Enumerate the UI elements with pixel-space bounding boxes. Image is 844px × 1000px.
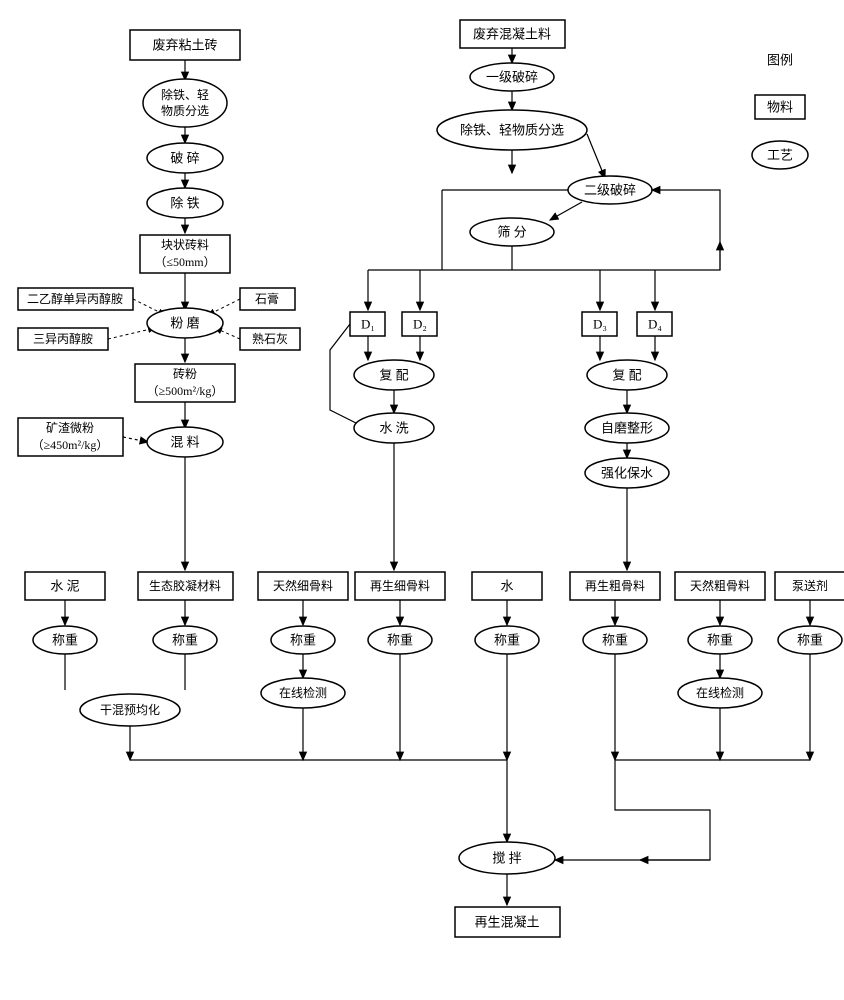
t-cr: 再生粗骨料 <box>585 579 645 593</box>
t-water: 水 <box>500 579 513 594</box>
flowchart: 图例 物料 工艺 废弃粘土砖 除铁、轻 物质分选 破 碎 除 铁 块状砖料 （≤… <box>10 10 844 990</box>
t-final: 再生混凝土 <box>474 915 539 930</box>
t-ol2: 在线检测 <box>696 685 744 700</box>
t-add2: 三异丙醇胺 <box>33 331 93 346</box>
svg-text:称重: 称重 <box>290 633 316 648</box>
t-fr: 再生细骨料 <box>370 579 430 593</box>
t-drymix: 干混预均化 <box>100 703 160 717</box>
t-sep1a: 除铁、轻 <box>161 87 209 102</box>
t-grind: 粉 磨 <box>170 316 199 331</box>
svg-text:称重: 称重 <box>707 633 733 648</box>
t-p2: （≥500m²/kg） <box>147 384 224 398</box>
t-c1: 一级破碎 <box>486 70 538 85</box>
t-d3: D₃ <box>593 317 607 332</box>
t-d4: D₄ <box>648 317 662 332</box>
t-add4: 熟石灰 <box>252 331 288 346</box>
t-ol1: 在线检测 <box>279 685 327 700</box>
legend-title: 图例 <box>767 53 793 68</box>
t-d1: D₁ <box>361 317 375 332</box>
legend-material: 物料 <box>767 100 793 115</box>
t-pump: 泵送剂 <box>792 578 828 593</box>
t-c2: 二级破碎 <box>584 183 636 198</box>
t-mix: 混 料 <box>170 435 199 450</box>
t-d2: D₂ <box>413 317 427 332</box>
ell-sep1 <box>143 79 227 127</box>
t-sep: 除铁、轻物质分选 <box>460 123 564 138</box>
svg-text:称重: 称重 <box>52 633 78 648</box>
t-add1: 二乙醇单异丙醇胺 <box>27 291 123 306</box>
t-block2: （≤50mm） <box>154 255 215 269</box>
t-s2: （≥450m²/kg） <box>32 438 109 452</box>
t-cn: 天然粗骨料 <box>690 578 750 593</box>
t-p1: 砖粉 <box>173 366 197 381</box>
t-fn: 天然细骨料 <box>273 578 333 593</box>
svg-text:称重: 称重 <box>797 633 823 648</box>
t-wc: 废弃混凝土料 <box>473 27 551 42</box>
t-fupei1: 复 配 <box>379 368 408 383</box>
t-sg: 自磨整形 <box>601 421 653 436</box>
t-sep1b: 物质分选 <box>161 104 209 118</box>
svg-text:称重: 称重 <box>602 633 628 648</box>
svg-text:称重: 称重 <box>494 633 520 648</box>
t-waste-brick: 废弃粘土砖 <box>152 38 217 53</box>
t-wash: 水 洗 <box>379 421 408 436</box>
svg-text:称重: 称重 <box>387 633 413 648</box>
t-cement: 水 泥 <box>50 579 79 594</box>
t-add3: 石膏 <box>255 291 279 306</box>
t-eco: 生态胶凝材料 <box>149 578 221 593</box>
legend-process: 工艺 <box>767 148 793 163</box>
t-stir: 搅 拌 <box>492 851 521 866</box>
t-wk: 强化保水 <box>601 466 653 481</box>
t-sieve: 筛 分 <box>497 225 526 240</box>
t-block1: 块状砖料 <box>161 237 209 252</box>
t-crush: 破 碎 <box>170 151 199 166</box>
svg-text:称重: 称重 <box>172 633 198 648</box>
t-fupei2: 复 配 <box>612 368 641 383</box>
t-deiron: 除 铁 <box>170 196 199 211</box>
t-s1: 矿渣微粉 <box>46 421 94 435</box>
